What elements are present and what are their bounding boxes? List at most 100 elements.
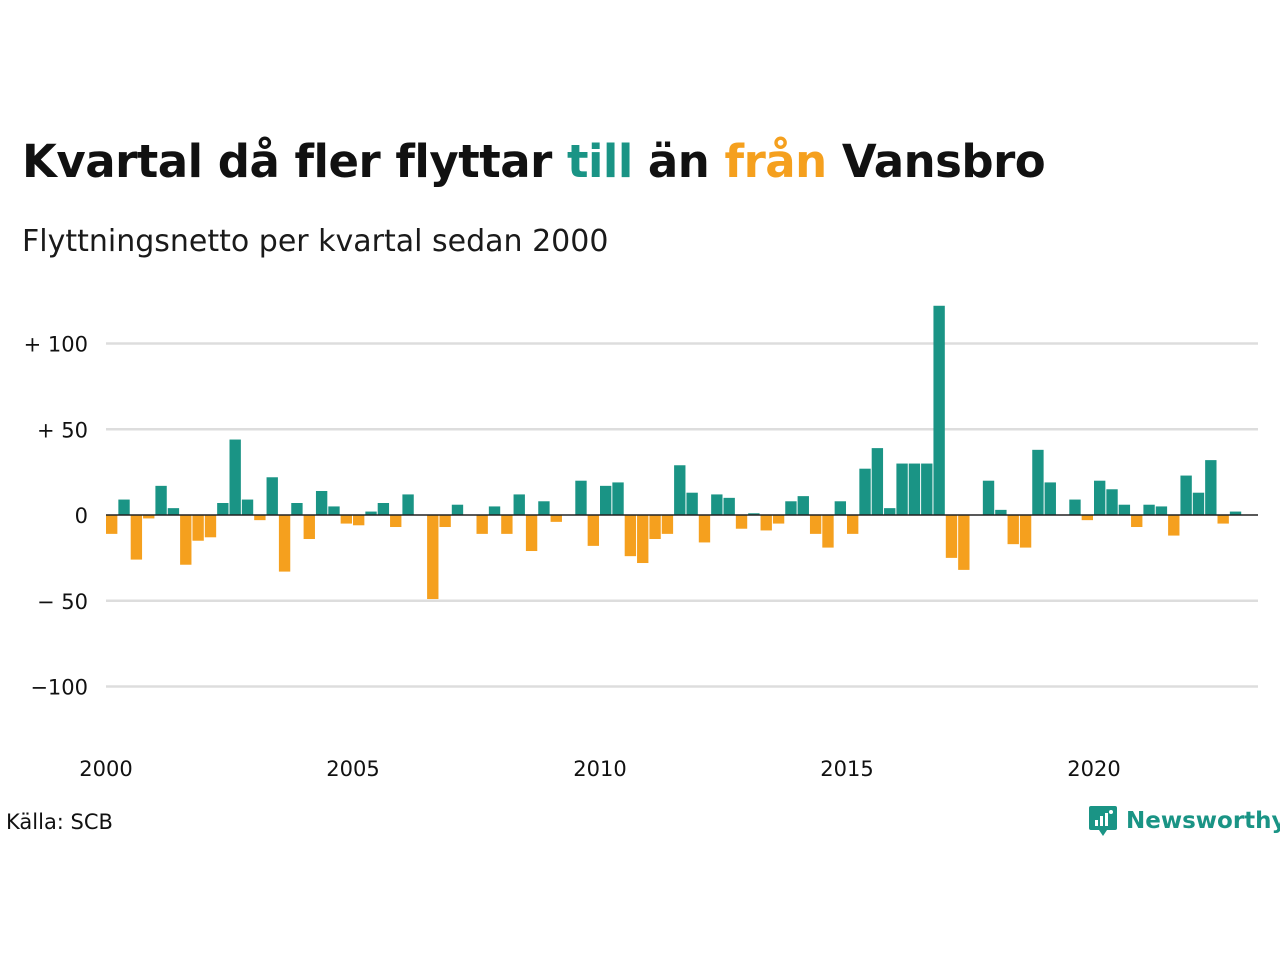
bar-positive [834,501,847,515]
bar-positive [451,504,464,515]
bar-negative [525,515,538,552]
y-tick-label: − 50 [37,590,88,614]
bar-positive [1118,504,1131,515]
bar-negative [1131,515,1143,528]
bar-positive [1069,499,1081,515]
chart-title: Kvartal då fler flyttar till än från Van… [22,132,1046,192]
bar-positive [982,480,995,515]
bar-positive [1094,480,1106,515]
bar-negative [204,515,217,538]
bar-negative [847,515,859,534]
bar-positive [291,503,303,516]
bar-positive [674,465,686,515]
bar-positive [908,463,921,515]
chart-subtitle: Flyttningsnetto per kvartal sedan 2000 [22,224,609,259]
bar-positive [896,463,908,515]
bar-negative [1168,515,1180,536]
bar-negative [1007,515,1019,545]
bar-positive [365,511,377,515]
bar-positive [933,305,945,515]
title-word-in: till [566,135,633,188]
bar-negative [501,515,513,534]
bar-positive [711,494,723,515]
title-part-3: Vansbro [826,135,1046,188]
bar-positive [1143,504,1155,515]
bar-negative [180,515,192,565]
bar-positive [884,508,896,515]
bar-negative [624,515,637,557]
bar-positive [118,499,130,515]
bar-negative [587,515,600,546]
brand-name: Newsworthy [1126,808,1280,834]
bar-positive [488,506,501,516]
bar-positive [1106,489,1118,515]
x-tick-label: 2000 [79,757,132,781]
bar-positive [575,480,587,515]
bar-positive [921,463,933,515]
bar-negative [340,515,353,524]
bar-negative [1019,515,1032,548]
bar-negative [254,515,266,521]
bar-negative [661,515,674,534]
bar-positive [538,501,550,515]
y-tick-label: + 100 [24,333,88,357]
bar-positive [229,439,241,515]
bar-negative [1217,515,1229,524]
bar-negative [427,515,439,600]
bar-negative [698,515,711,543]
bar-positive [600,485,612,516]
bar-negative [735,515,748,529]
y-tick-label: + 50 [37,418,88,442]
bar-positive [315,490,328,515]
bar-positive [748,513,760,515]
x-tick-label: 2005 [326,757,379,781]
x-axis-ticks: 2000 2005 2010 2015 2020 [79,757,1120,781]
title-part-1: Kvartal då fler flyttar [22,135,567,188]
bar-positive [1180,475,1192,516]
bar-positive [1044,482,1056,516]
x-tick-label: 2010 [573,757,626,781]
title-word-out: från [724,135,828,188]
bar-negative [353,515,365,526]
bar-positive [723,497,735,515]
bar-positive [1155,506,1168,516]
bar-negative [772,515,785,524]
bar-positive [377,503,390,516]
bar-negative [439,515,451,528]
bar-positive [612,482,624,516]
bar-negative [278,515,291,572]
bars [106,305,1242,600]
bar-positive [217,503,229,516]
bar-positive [1192,492,1205,515]
title-part-2: än [632,135,725,188]
bar-negative [958,515,970,570]
bar-positive [797,496,809,515]
bar-positive [513,494,525,515]
y-tick-label: −100 [30,676,88,700]
bar-positive [859,468,871,515]
bar-negative [192,515,204,541]
bar-positive [241,499,254,515]
bar-positive [1032,449,1044,515]
grid-lines [106,342,1258,688]
bar-negative [760,515,772,531]
newsworthy-logo-icon [1089,806,1117,836]
bar-negative [550,515,562,522]
bar-positive [686,492,698,515]
x-tick-label: 2015 [820,757,873,781]
bar-negative [822,515,834,548]
bar-negative [390,515,402,528]
bar-positive [871,448,884,516]
bar-positive [155,485,167,516]
bar-positive [995,509,1007,516]
bar-negative [106,515,118,534]
source-label: Källa: SCB [6,810,113,834]
bar-positive [1229,511,1242,515]
x-tick-label: 2020 [1067,757,1120,781]
bar-negative [303,515,315,540]
bar-negative [945,515,958,558]
bar-positive [402,494,414,515]
bar-positive [167,508,180,515]
bar-negative [809,515,822,534]
